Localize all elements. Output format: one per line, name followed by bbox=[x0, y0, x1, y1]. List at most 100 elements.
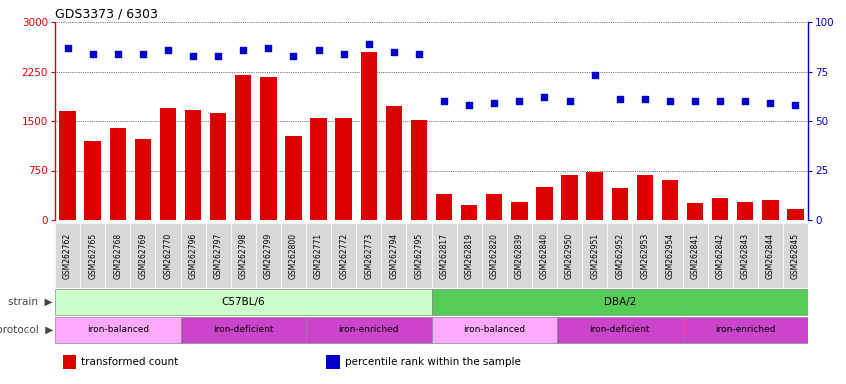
Point bbox=[237, 46, 250, 53]
Point bbox=[337, 51, 350, 57]
Text: iron-balanced: iron-balanced bbox=[86, 326, 149, 334]
Bar bbox=[130, 223, 156, 288]
Point bbox=[463, 102, 476, 108]
Bar bbox=[557, 223, 582, 288]
Bar bbox=[55, 316, 180, 343]
Bar bbox=[687, 203, 703, 220]
Point bbox=[86, 51, 100, 57]
Point bbox=[287, 53, 300, 59]
Text: DBA/2: DBA/2 bbox=[603, 297, 636, 307]
Text: GSM262796: GSM262796 bbox=[189, 233, 198, 279]
Bar bbox=[657, 223, 683, 288]
Bar bbox=[310, 118, 327, 220]
Bar bbox=[63, 356, 76, 369]
Bar bbox=[637, 175, 653, 220]
Point bbox=[312, 46, 326, 53]
Point bbox=[513, 98, 526, 104]
Bar bbox=[662, 180, 678, 220]
Text: GSM262772: GSM262772 bbox=[339, 233, 349, 279]
Bar bbox=[582, 223, 607, 288]
Text: GSM262842: GSM262842 bbox=[716, 233, 725, 279]
Point bbox=[412, 51, 426, 57]
Bar bbox=[326, 356, 339, 369]
Bar bbox=[612, 188, 628, 220]
Text: C57BL/6: C57BL/6 bbox=[222, 297, 265, 307]
Bar bbox=[85, 141, 101, 220]
Bar bbox=[788, 209, 804, 220]
Bar bbox=[457, 223, 481, 288]
Bar bbox=[231, 223, 255, 288]
Bar bbox=[707, 223, 733, 288]
Point bbox=[261, 45, 275, 51]
Text: GSM262841: GSM262841 bbox=[690, 233, 700, 279]
Point bbox=[739, 98, 752, 104]
Bar bbox=[180, 316, 306, 343]
Bar bbox=[180, 223, 206, 288]
Bar bbox=[411, 120, 427, 220]
Bar bbox=[481, 223, 507, 288]
Bar bbox=[712, 198, 728, 220]
Bar bbox=[406, 223, 431, 288]
Bar bbox=[55, 288, 431, 315]
Point bbox=[613, 96, 627, 102]
Text: GSM262820: GSM262820 bbox=[490, 233, 499, 279]
Text: GSM262794: GSM262794 bbox=[389, 233, 398, 279]
Text: GSM262953: GSM262953 bbox=[640, 233, 650, 279]
Point bbox=[487, 100, 501, 106]
Text: iron-enriched: iron-enriched bbox=[338, 326, 399, 334]
Bar bbox=[586, 172, 603, 220]
Point bbox=[788, 102, 802, 108]
Text: GSM262840: GSM262840 bbox=[540, 233, 549, 279]
Text: GDS3373 / 6303: GDS3373 / 6303 bbox=[55, 8, 158, 21]
Text: GSM262800: GSM262800 bbox=[289, 233, 298, 279]
Bar bbox=[360, 52, 377, 220]
Bar bbox=[532, 223, 557, 288]
Text: GSM262771: GSM262771 bbox=[314, 233, 323, 279]
Bar bbox=[156, 223, 180, 288]
Text: GSM262954: GSM262954 bbox=[666, 233, 674, 279]
Point bbox=[186, 53, 200, 59]
Bar bbox=[382, 223, 406, 288]
Bar bbox=[255, 223, 281, 288]
Point bbox=[638, 96, 651, 102]
Bar bbox=[486, 194, 503, 220]
Bar bbox=[185, 111, 201, 220]
Bar bbox=[557, 316, 683, 343]
Bar bbox=[110, 128, 126, 220]
Point bbox=[61, 45, 74, 51]
Text: GSM262952: GSM262952 bbox=[615, 233, 624, 279]
Bar bbox=[683, 316, 808, 343]
Bar bbox=[306, 316, 431, 343]
Text: GSM262799: GSM262799 bbox=[264, 233, 273, 279]
Bar bbox=[511, 202, 528, 220]
Text: iron-balanced: iron-balanced bbox=[464, 326, 525, 334]
Bar bbox=[235, 75, 251, 220]
Text: GSM262795: GSM262795 bbox=[415, 233, 424, 279]
Text: GSM262770: GSM262770 bbox=[163, 233, 173, 279]
Point bbox=[212, 53, 225, 59]
Text: GSM262845: GSM262845 bbox=[791, 233, 800, 279]
Point bbox=[111, 51, 124, 57]
Bar bbox=[356, 223, 382, 288]
Bar bbox=[562, 175, 578, 220]
Text: transformed count: transformed count bbox=[81, 357, 179, 367]
Bar bbox=[461, 205, 477, 220]
Text: percentile rank within the sample: percentile rank within the sample bbox=[345, 357, 521, 367]
Bar bbox=[55, 223, 80, 288]
Bar bbox=[331, 223, 356, 288]
Text: GSM262843: GSM262843 bbox=[741, 233, 750, 279]
Text: GSM262762: GSM262762 bbox=[63, 233, 72, 279]
Point bbox=[764, 100, 777, 106]
Text: iron-deficient: iron-deficient bbox=[590, 326, 650, 334]
Bar bbox=[281, 223, 306, 288]
Bar bbox=[210, 113, 227, 220]
Bar bbox=[80, 223, 105, 288]
Point bbox=[136, 51, 150, 57]
Bar bbox=[632, 223, 657, 288]
Text: GSM262798: GSM262798 bbox=[239, 233, 248, 279]
Text: iron-enriched: iron-enriched bbox=[715, 326, 776, 334]
Text: GSM262819: GSM262819 bbox=[464, 233, 474, 279]
Text: GSM262839: GSM262839 bbox=[515, 233, 524, 279]
Bar bbox=[306, 223, 331, 288]
Bar bbox=[386, 106, 402, 220]
